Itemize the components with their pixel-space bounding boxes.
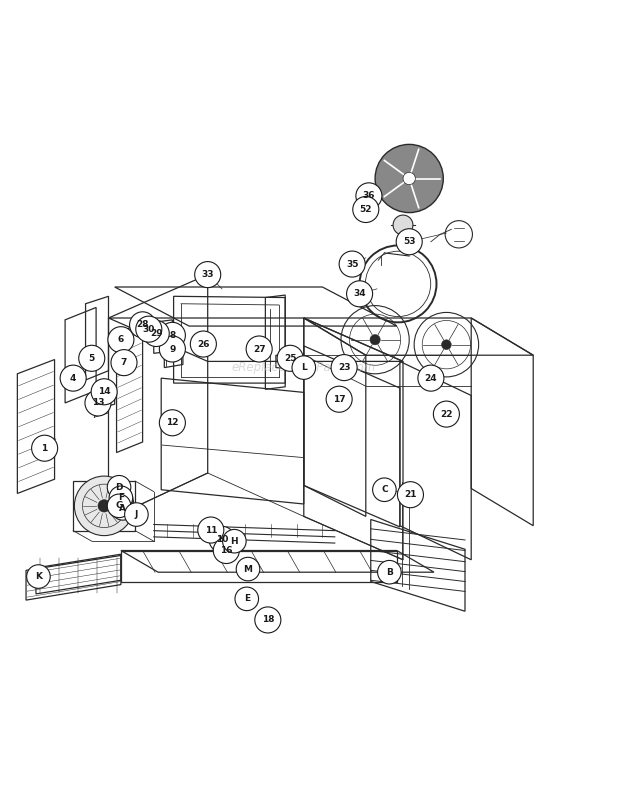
- Circle shape: [246, 336, 272, 362]
- Text: E: E: [244, 594, 250, 604]
- Text: M: M: [244, 565, 252, 573]
- Circle shape: [347, 281, 373, 307]
- Text: 5: 5: [89, 354, 95, 363]
- Circle shape: [339, 251, 365, 277]
- Text: 10: 10: [216, 535, 228, 544]
- Circle shape: [373, 478, 396, 501]
- Text: A: A: [119, 504, 126, 513]
- Circle shape: [223, 529, 246, 553]
- Text: 53: 53: [403, 237, 415, 246]
- Circle shape: [235, 587, 259, 611]
- Circle shape: [403, 172, 415, 184]
- Text: 23: 23: [338, 363, 350, 372]
- Text: 18: 18: [262, 615, 274, 624]
- Text: 35: 35: [346, 259, 358, 269]
- Circle shape: [108, 327, 134, 353]
- Text: 27: 27: [253, 345, 265, 354]
- Circle shape: [209, 526, 235, 552]
- Circle shape: [277, 346, 303, 371]
- Circle shape: [159, 410, 185, 436]
- Circle shape: [143, 320, 169, 346]
- Circle shape: [397, 482, 423, 508]
- Circle shape: [292, 356, 316, 380]
- Circle shape: [195, 262, 221, 288]
- Circle shape: [136, 316, 162, 343]
- Text: 21: 21: [404, 490, 417, 499]
- Text: 34: 34: [353, 290, 366, 298]
- Circle shape: [125, 503, 148, 526]
- Text: 1: 1: [42, 444, 48, 452]
- Circle shape: [370, 335, 380, 345]
- Circle shape: [85, 390, 111, 416]
- Circle shape: [109, 486, 133, 509]
- Circle shape: [130, 312, 156, 338]
- Text: 24: 24: [425, 373, 437, 383]
- Circle shape: [111, 350, 137, 376]
- Text: C: C: [381, 485, 388, 494]
- Text: 22: 22: [440, 410, 453, 418]
- Circle shape: [27, 565, 50, 589]
- Text: G: G: [115, 501, 123, 510]
- Text: H: H: [231, 537, 238, 546]
- Circle shape: [159, 323, 185, 348]
- Text: J: J: [135, 510, 138, 519]
- Text: 33: 33: [202, 270, 214, 279]
- Circle shape: [107, 475, 131, 499]
- Circle shape: [79, 346, 105, 371]
- Text: 9: 9: [169, 345, 175, 354]
- Text: 7: 7: [121, 358, 127, 367]
- Circle shape: [326, 386, 352, 412]
- Text: B: B: [386, 568, 393, 577]
- Text: 30: 30: [143, 324, 155, 334]
- Text: 11: 11: [205, 525, 217, 535]
- Text: 8: 8: [169, 331, 175, 340]
- Text: 16: 16: [220, 546, 232, 555]
- Text: D: D: [115, 483, 123, 492]
- Text: 36: 36: [363, 191, 375, 200]
- Circle shape: [74, 476, 134, 536]
- Circle shape: [91, 379, 117, 405]
- Circle shape: [111, 497, 135, 520]
- Text: 29: 29: [150, 329, 162, 338]
- Text: 17: 17: [333, 395, 345, 403]
- Circle shape: [353, 196, 379, 222]
- Text: 13: 13: [92, 399, 104, 407]
- Circle shape: [198, 517, 224, 543]
- Text: 14: 14: [98, 388, 110, 396]
- Circle shape: [378, 560, 401, 584]
- Circle shape: [396, 229, 422, 255]
- Circle shape: [418, 365, 444, 392]
- Text: 6: 6: [118, 335, 124, 344]
- Circle shape: [375, 145, 443, 213]
- Text: L: L: [301, 363, 307, 372]
- Circle shape: [32, 435, 58, 461]
- Text: K: K: [35, 572, 42, 581]
- Circle shape: [60, 365, 86, 392]
- Circle shape: [356, 183, 382, 209]
- Circle shape: [255, 607, 281, 633]
- Circle shape: [107, 494, 131, 517]
- Circle shape: [159, 336, 185, 362]
- Text: 25: 25: [284, 354, 296, 363]
- Circle shape: [190, 331, 216, 357]
- Text: 52: 52: [360, 205, 372, 214]
- Text: 28: 28: [136, 320, 149, 329]
- Text: 12: 12: [166, 418, 179, 427]
- Text: eReplacementParts.com: eReplacementParts.com: [232, 361, 376, 374]
- Circle shape: [98, 500, 110, 512]
- Circle shape: [393, 215, 413, 235]
- Circle shape: [441, 340, 451, 350]
- Circle shape: [236, 558, 260, 581]
- Text: 4: 4: [70, 373, 76, 383]
- Text: 26: 26: [197, 339, 210, 349]
- Circle shape: [331, 354, 357, 380]
- Text: F: F: [118, 494, 124, 502]
- Circle shape: [213, 537, 239, 563]
- Circle shape: [433, 401, 459, 427]
